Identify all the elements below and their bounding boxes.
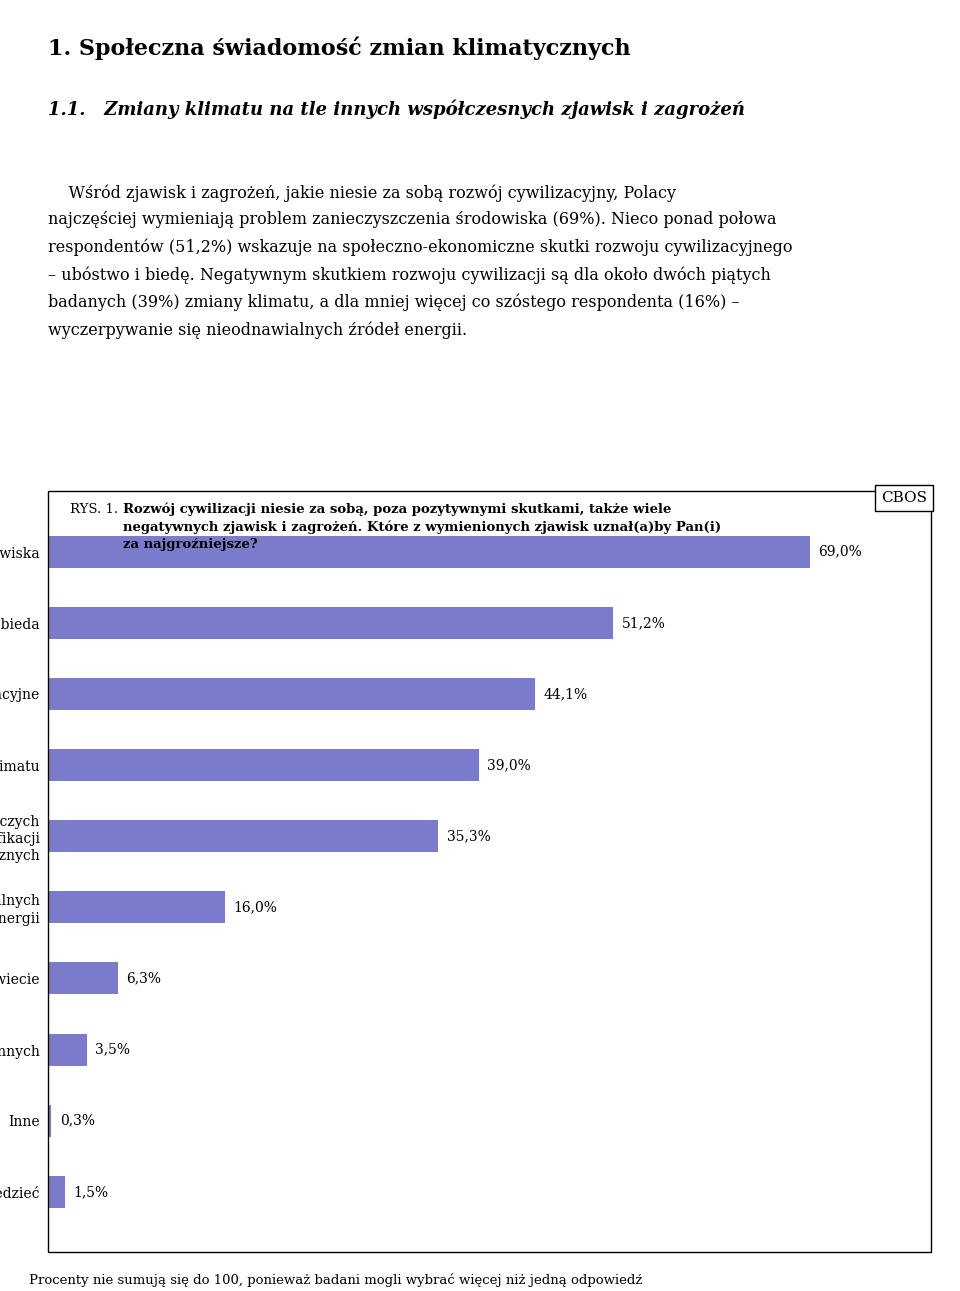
Text: 6,3%: 6,3% [127,971,161,985]
Text: 16,0%: 16,0% [233,900,277,914]
Text: 39,0%: 39,0% [488,758,531,772]
Text: Procenty nie sumują się do 100, ponieważ badani mogli wybrać więcej niż jedną od: Procenty nie sumują się do 100, ponieważ… [29,1273,642,1287]
Bar [48,963,117,994]
Text: RYS. 1.: RYS. 1. [70,502,118,515]
Bar [48,891,225,923]
Text: CBOS: CBOS [880,492,926,505]
Bar [48,678,535,710]
Bar [48,536,810,568]
Text: Rozwój cywilizacji niesie za sobą, poza pozytywnymi skutkami, także wiele
negaty: Rozwój cywilizacji niesie za sobą, poza … [123,502,721,551]
Bar [48,607,613,639]
Text: 1,5%: 1,5% [73,1185,108,1199]
Bar [48,749,478,781]
Text: 3,5%: 3,5% [95,1043,131,1056]
Text: 0,3%: 0,3% [60,1114,95,1128]
Text: 69,0%: 69,0% [819,545,862,559]
Bar [48,1176,64,1208]
Bar [48,1105,51,1136]
Text: 1.1.   Zmiany klimatu na tle innych współczesnych zjawisk i zagrożeń: 1.1. Zmiany klimatu na tle innych współc… [48,99,745,119]
Text: 1. Społeczna świadomość zmian klimatycznych: 1. Społeczna świadomość zmian klimatyczn… [48,36,631,61]
Text: 35,3%: 35,3% [446,829,491,843]
Bar [48,1034,86,1065]
Text: 44,1%: 44,1% [543,687,588,701]
Text: 51,2%: 51,2% [622,616,666,630]
Text: Wśród zjawisk i zagrożeń, jakie niesie za sobą rozwój cywilizacyjny, Polacy
najc: Wśród zjawisk i zagrożeń, jakie niesie z… [48,185,793,340]
Bar [48,820,438,852]
